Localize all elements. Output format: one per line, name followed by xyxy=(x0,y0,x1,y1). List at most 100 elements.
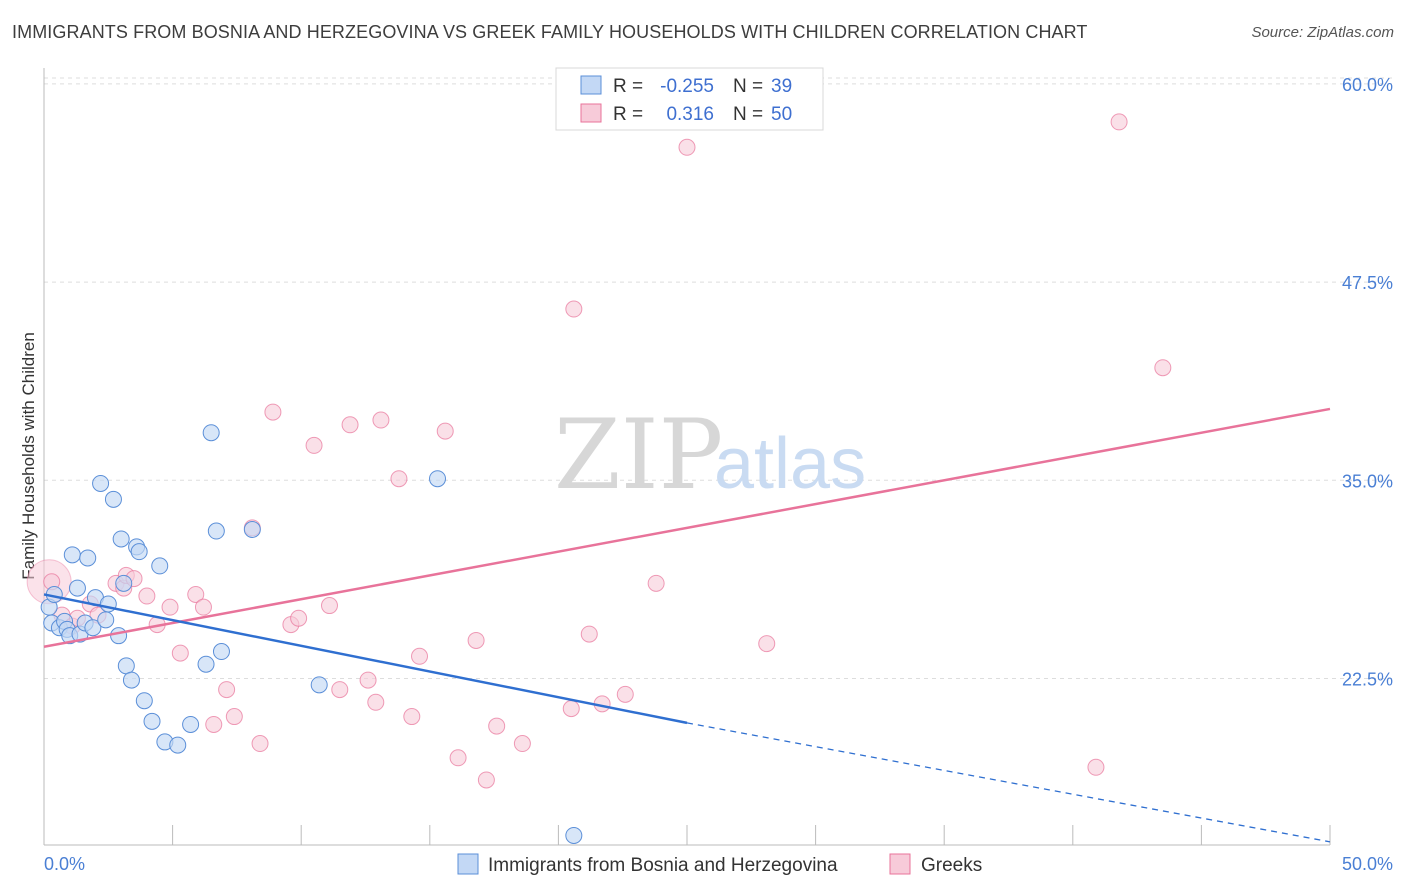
bosnia-point xyxy=(115,574,133,592)
legend-r-label-bosnia: R = xyxy=(613,76,643,97)
greeks-point xyxy=(488,717,506,735)
greeks-point xyxy=(1087,758,1105,776)
source-credit: Source: ZipAtlas.com xyxy=(1251,24,1394,41)
bottom-legend-label-greeks: Greeks xyxy=(921,855,982,876)
series-greeks xyxy=(26,113,1172,789)
greeks-point xyxy=(467,631,485,649)
greeks-point xyxy=(477,771,495,789)
greeks-point xyxy=(580,625,598,643)
bosnia-point xyxy=(79,549,97,567)
greeks-point xyxy=(331,681,349,699)
y-tick-label: 22.5% xyxy=(1342,670,1393,690)
greeks-point xyxy=(1110,113,1128,131)
y-tick-label: 47.5% xyxy=(1342,273,1393,293)
bosnia-point xyxy=(429,470,447,488)
bosnia-point xyxy=(243,520,261,538)
greeks-point xyxy=(187,585,205,603)
series-bosnia xyxy=(40,424,583,844)
watermark-zip: ZIP xyxy=(554,399,723,511)
y-tick-label: 60.0% xyxy=(1342,75,1393,95)
y-tick-labels: 22.5% 35.0% 47.5% 60.0% xyxy=(1342,75,1393,690)
bosnia-trend-line xyxy=(43,593,688,725)
greeks-point xyxy=(616,685,634,703)
legend-n-value-bosnia: 39 xyxy=(771,76,792,97)
watermark-atlas: atlas xyxy=(714,424,866,504)
bosnia-point xyxy=(169,736,187,754)
greeks-point xyxy=(320,597,338,615)
bosnia-point xyxy=(97,611,115,629)
greeks-point xyxy=(403,708,421,726)
greeks-point xyxy=(264,403,282,421)
greeks-point xyxy=(436,422,454,440)
bosnia-point xyxy=(135,692,153,710)
legend-swatch-bosnia xyxy=(580,75,602,95)
y-axis-label: Family Households with Children xyxy=(19,332,38,580)
greeks-point xyxy=(758,635,776,653)
greeks-point xyxy=(513,735,531,753)
bosnia-point xyxy=(130,543,148,561)
bosnia-point xyxy=(104,490,122,508)
greeks-trend-line xyxy=(43,407,1331,649)
bosnia-point xyxy=(151,557,169,575)
bosnia-point xyxy=(182,715,200,733)
greeks-point xyxy=(305,436,323,454)
greeks-point xyxy=(225,708,243,726)
stats-legend: R = -0.255 N = 39 R = 0.316 N = 50 xyxy=(555,67,824,131)
bottom-legend-swatch-greeks xyxy=(889,853,911,875)
greeks-point xyxy=(194,598,212,616)
greeks-point xyxy=(138,587,156,605)
bosnia-point xyxy=(202,424,220,442)
bosnia-point xyxy=(92,474,110,492)
bosnia-point xyxy=(122,671,140,689)
bottom-legend-label-bosnia: Immigrants from Bosnia and Herzegovina xyxy=(488,855,838,876)
bosnia-point xyxy=(63,546,81,564)
bosnia-point xyxy=(84,619,102,637)
bosnia-point xyxy=(110,627,128,645)
legend-r-value-bosnia: -0.255 xyxy=(660,76,714,97)
bosnia-trend-line-extension xyxy=(686,722,1331,843)
greeks-point xyxy=(449,749,467,767)
bosnia-point xyxy=(310,676,328,694)
legend-n-label-bosnia: N = xyxy=(733,76,763,97)
greeks-point xyxy=(565,300,583,318)
greeks-point xyxy=(372,411,390,429)
greeks-point xyxy=(251,735,269,753)
greeks-point xyxy=(1154,359,1172,377)
y-tick-label: 35.0% xyxy=(1342,471,1393,491)
x-axis-ticks xyxy=(43,825,1331,845)
legend-swatch-greeks xyxy=(580,103,602,123)
chart-title: IMMIGRANTS FROM BOSNIA AND HERZEGOVINA V… xyxy=(12,22,1088,42)
bosnia-point xyxy=(197,655,215,673)
greeks-point xyxy=(562,700,580,718)
greeks-point xyxy=(161,598,179,616)
legend-n-value-greeks: 50 xyxy=(771,104,792,125)
greeks-point xyxy=(218,681,236,699)
greeks-point xyxy=(359,671,377,689)
greeks-point xyxy=(678,138,696,156)
bosnia-point xyxy=(565,826,583,844)
trend-lines xyxy=(43,407,1331,843)
greeks-point xyxy=(367,693,385,711)
greeks-point xyxy=(205,715,223,733)
greeks-point xyxy=(390,470,408,488)
x-tick-label-min: 0.0% xyxy=(44,854,85,874)
greeks-point xyxy=(341,416,359,434)
bosnia-point xyxy=(143,712,161,730)
greeks-point xyxy=(171,644,189,662)
bosnia-point xyxy=(212,643,230,661)
bosnia-point xyxy=(117,657,135,675)
greeks-point xyxy=(647,574,665,592)
bottom-legend-swatch-bosnia xyxy=(457,853,479,875)
grid xyxy=(44,77,1393,679)
legend-r-value-greeks: 0.316 xyxy=(666,104,714,125)
legend-r-label-greeks: R = xyxy=(613,104,643,125)
legend-n-label-greeks: N = xyxy=(733,104,763,125)
bosnia-point xyxy=(112,530,130,548)
series-legend: Immigrants from Bosnia and Herzegovina G… xyxy=(457,853,982,876)
bosnia-point xyxy=(68,579,86,597)
greeks-point xyxy=(290,609,308,627)
greeks-point xyxy=(411,647,429,665)
x-tick-label-max: 50.0% xyxy=(1342,854,1393,874)
bosnia-point xyxy=(207,522,225,540)
